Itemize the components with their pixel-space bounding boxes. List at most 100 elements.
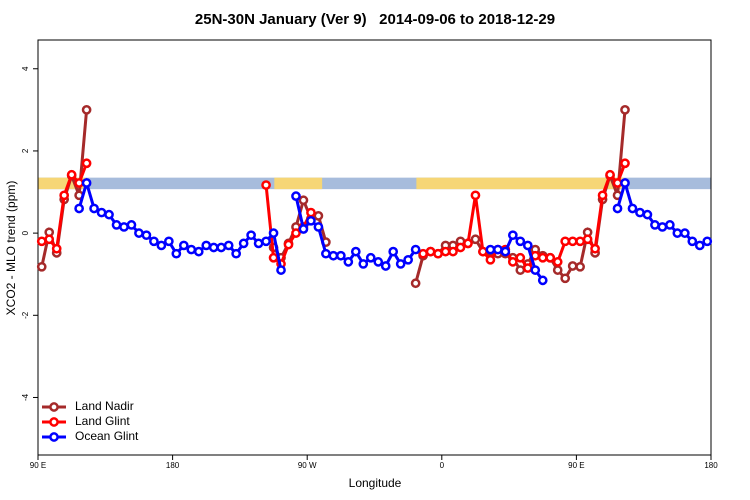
data-point bbox=[89, 203, 99, 214]
data-point bbox=[201, 240, 212, 251]
data-point bbox=[66, 169, 77, 180]
data-point bbox=[111, 220, 122, 230]
data-point bbox=[657, 222, 668, 232]
legend-label: Ocean Glint bbox=[75, 429, 139, 443]
legend-label: Land Glint bbox=[75, 414, 130, 428]
data-point bbox=[223, 240, 234, 251]
data-point bbox=[268, 252, 279, 263]
data-point bbox=[283, 239, 294, 250]
data-point bbox=[560, 236, 571, 247]
data-point bbox=[545, 252, 556, 263]
data-point bbox=[575, 261, 585, 272]
data-point bbox=[246, 230, 256, 241]
data-point bbox=[575, 236, 585, 247]
data-point bbox=[216, 242, 227, 253]
y-tick-label: 2 bbox=[21, 148, 30, 153]
data-point bbox=[515, 236, 526, 247]
data-point bbox=[522, 263, 533, 273]
data-point bbox=[612, 203, 623, 214]
y-axis-label: XCO2 - MLO trend (ppm) bbox=[4, 181, 18, 316]
data-point bbox=[306, 207, 316, 218]
x-tick-label: 90 E bbox=[568, 461, 584, 470]
data-point bbox=[552, 265, 563, 275]
data-point bbox=[313, 222, 324, 232]
data-point bbox=[261, 236, 271, 247]
data-point bbox=[306, 215, 316, 226]
x-tick-label: 180 bbox=[704, 461, 718, 470]
data-point bbox=[104, 209, 114, 220]
y-tick-label: -4 bbox=[21, 393, 30, 401]
x-tick-label: 90 W bbox=[298, 461, 317, 470]
data-point bbox=[590, 243, 600, 254]
data-point bbox=[560, 273, 571, 284]
data-point bbox=[665, 220, 675, 230]
data-point bbox=[261, 180, 271, 190]
data-point bbox=[567, 236, 578, 247]
plot-frame bbox=[37, 39, 712, 456]
legend-marker bbox=[49, 417, 59, 427]
data-point bbox=[336, 250, 346, 261]
data-point bbox=[425, 246, 436, 257]
data-point bbox=[687, 236, 698, 247]
data-point bbox=[141, 230, 152, 241]
data-point bbox=[134, 228, 144, 238]
x-tick-label: 180 bbox=[166, 461, 180, 470]
data-point bbox=[635, 207, 645, 218]
x-axis-label: Longitude bbox=[349, 476, 402, 490]
data-point bbox=[59, 190, 70, 201]
data-point bbox=[298, 224, 309, 234]
data-point bbox=[650, 220, 660, 230]
data-point bbox=[44, 234, 55, 245]
legend-marker bbox=[49, 432, 59, 442]
data-point bbox=[567, 261, 578, 271]
data-point bbox=[328, 250, 339, 261]
ocean-band bbox=[38, 177, 711, 190]
data-point bbox=[178, 240, 189, 251]
data-point bbox=[455, 242, 466, 253]
data-point bbox=[530, 265, 541, 275]
y-tick-label: -2 bbox=[21, 311, 30, 319]
data-point bbox=[231, 248, 242, 259]
data-point bbox=[507, 230, 518, 241]
data-point bbox=[388, 246, 399, 257]
data-point bbox=[463, 238, 473, 249]
legend-label: Land Nadir bbox=[75, 399, 134, 413]
data-point bbox=[515, 252, 526, 263]
data-point bbox=[515, 265, 526, 275]
data-point bbox=[500, 246, 511, 257]
data-point bbox=[485, 244, 496, 255]
land-band bbox=[274, 177, 323, 190]
data-point bbox=[478, 246, 488, 257]
data-point bbox=[605, 169, 615, 180]
data-point bbox=[343, 257, 354, 267]
data-point bbox=[358, 259, 369, 269]
data-point bbox=[470, 190, 481, 201]
data-point bbox=[81, 105, 92, 115]
series-line bbox=[77, 177, 708, 282]
x-tick-label: 0 bbox=[440, 461, 445, 470]
data-point bbox=[350, 246, 361, 257]
legend-marker bbox=[49, 402, 59, 412]
data-point bbox=[679, 228, 690, 238]
data-point bbox=[694, 240, 705, 251]
data-point bbox=[81, 158, 92, 169]
x-tick-label: 90 E bbox=[30, 461, 46, 470]
data-point bbox=[672, 228, 683, 238]
data-point bbox=[537, 252, 548, 263]
data-point bbox=[96, 207, 107, 218]
data-point bbox=[537, 275, 548, 286]
data-point bbox=[186, 244, 197, 255]
data-point bbox=[552, 257, 563, 267]
data-point bbox=[171, 248, 182, 259]
data-point bbox=[126, 220, 137, 230]
data-point bbox=[291, 191, 301, 201]
data-point bbox=[403, 254, 413, 265]
data-point bbox=[193, 246, 204, 257]
data-point bbox=[119, 222, 129, 232]
data-point bbox=[298, 195, 309, 206]
data-point bbox=[149, 236, 159, 247]
data-point bbox=[313, 211, 324, 221]
data-point bbox=[380, 261, 391, 271]
data-point bbox=[493, 244, 503, 255]
